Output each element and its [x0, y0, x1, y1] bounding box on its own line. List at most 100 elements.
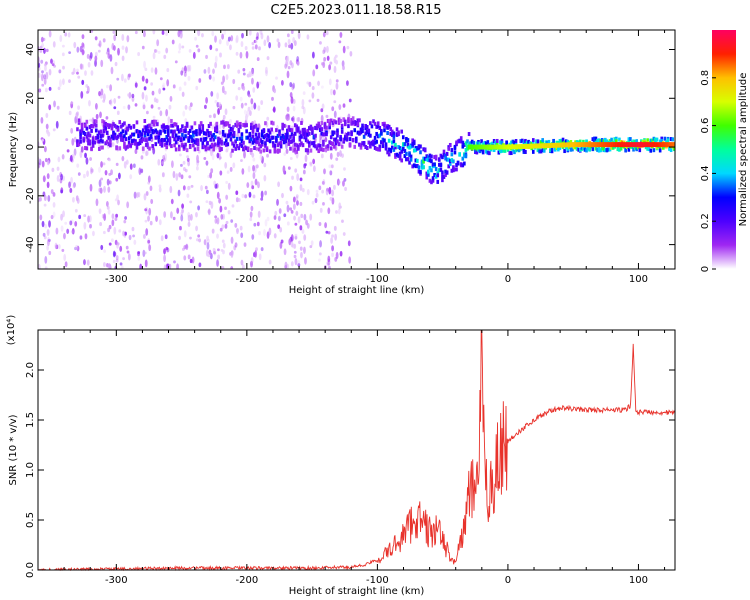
ridge-core: [665, 142, 668, 148]
noise-speck: [81, 34, 85, 40]
ridge-cell: [282, 135, 286, 140]
noise-speck: [289, 185, 293, 192]
ridge-core: [663, 142, 666, 148]
noise-speck: [250, 98, 254, 105]
ridge-cell: [303, 130, 306, 135]
noise-speck: [241, 168, 245, 175]
noise-speck: [287, 38, 291, 45]
ridge-cell: [253, 124, 256, 129]
ridge-cell: [463, 142, 466, 147]
noise-speck: [333, 225, 337, 231]
ridge-cell: [193, 139, 197, 144]
ridge-cell: [101, 139, 104, 144]
noise-speck: [292, 99, 296, 104]
ridge-cell: [602, 139, 606, 144]
noise-speck: [115, 258, 119, 263]
noise-speck: [259, 153, 263, 162]
ridge-cell: [513, 150, 516, 155]
noise-speck: [333, 184, 336, 190]
ridge-cell: [286, 128, 289, 133]
ridge-cell: [221, 120, 225, 125]
noise-speck: [318, 221, 322, 227]
noise-speck: [127, 253, 131, 261]
noise-speck: [294, 168, 298, 173]
ridge-cell: [575, 140, 579, 145]
ridge-core: [616, 142, 619, 148]
noise-speck: [60, 213, 63, 221]
ridge-cell: [669, 137, 673, 142]
ridge-cell: [597, 138, 601, 143]
ridge-cell: [326, 144, 330, 149]
ridge-cell: [344, 122, 347, 127]
ridge-cell: [369, 133, 372, 138]
noise-speck: [263, 162, 267, 168]
ridge-cell: [572, 145, 576, 150]
noise-speck: [157, 158, 161, 166]
ridge-cell: [170, 144, 173, 149]
ridge-cell: [318, 143, 322, 148]
noise-speck: [106, 178, 110, 186]
noise-speck: [251, 46, 255, 50]
noise-speck: [266, 35, 270, 43]
ridge-cell: [301, 143, 305, 148]
noise-speck: [285, 141, 288, 150]
noise-speck: [128, 91, 132, 99]
ridge-cell: [193, 130, 197, 135]
ridge-core: [471, 144, 474, 150]
noise-speck: [73, 182, 76, 188]
ridge-cell: [373, 135, 377, 140]
noise-speck: [97, 43, 101, 47]
ridge-cell: [276, 133, 280, 138]
ridge-cell: [254, 139, 258, 144]
ridge-cell: [455, 167, 458, 172]
ridge-core: [549, 142, 553, 148]
ridge-cell: [489, 142, 493, 147]
ridge-cell: [235, 144, 239, 149]
ridge-cell: [420, 159, 424, 164]
noise-speck: [44, 87, 48, 93]
noise-speck: [164, 234, 168, 240]
ridge-cell: [411, 141, 414, 146]
ridge-cell: [79, 139, 82, 144]
ridge-cell: [558, 146, 562, 151]
noise-speck: [288, 44, 291, 49]
ridge-cell: [110, 124, 114, 129]
ridge-cell: [580, 145, 584, 150]
noise-speck: [314, 197, 318, 204]
noise-speck: [216, 152, 220, 159]
noise-speck: [330, 88, 333, 96]
noise-speck: [277, 181, 280, 188]
noise-speck: [252, 164, 255, 172]
ridge-core: [659, 142, 662, 148]
noise-speck: [44, 65, 47, 72]
noise-speck: [103, 249, 107, 253]
noise-speck: [178, 172, 182, 178]
noise-speck: [79, 45, 83, 53]
ridge-cell: [329, 146, 333, 151]
ridge-cell: [132, 138, 136, 143]
ridge-cell: [315, 126, 319, 131]
ridge-cell: [539, 149, 543, 154]
ridge-cell: [607, 147, 610, 152]
ridge-cell: [203, 144, 206, 149]
noise-speck: [330, 164, 334, 169]
ridge-cell: [464, 141, 468, 146]
noise-speck: [166, 247, 170, 253]
noise-speck: [80, 146, 84, 153]
ridge-cell: [129, 134, 133, 139]
noise-speck: [292, 196, 296, 203]
ridge-cell: [98, 139, 101, 144]
noise-speck: [107, 227, 110, 233]
ridge-core: [577, 142, 580, 148]
ridge-cell: [359, 130, 363, 135]
noise-speck: [180, 211, 184, 216]
ridge-cell: [358, 118, 361, 123]
ridge-cell: [409, 157, 413, 162]
noise-speck: [66, 228, 70, 234]
ridge-cell: [85, 126, 89, 131]
noise-speck: [243, 150, 246, 159]
ridge-core: [634, 142, 637, 148]
ridge-cell: [417, 165, 421, 170]
noise-speck: [111, 142, 115, 147]
